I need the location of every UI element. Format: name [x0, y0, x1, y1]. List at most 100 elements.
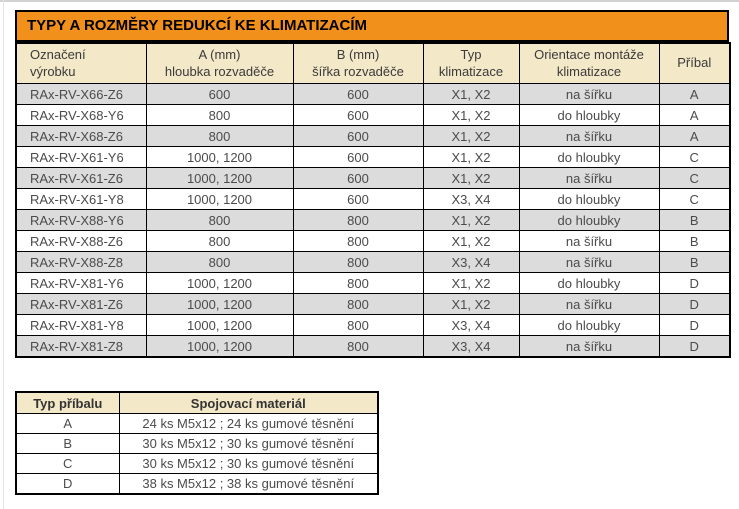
- cell: C: [658, 167, 731, 189]
- table-row: RAx-RV-X81-Z6 1000, 1200 800 X1, X2 na šířku…: [15, 293, 731, 315]
- cell: D: [15, 473, 120, 495]
- table-row: RAx-RV-X68-Y6 800 600 X1, X2 do hloubky A: [15, 104, 731, 126]
- cell: na šířku: [518, 125, 660, 147]
- cell: na šířku: [518, 335, 660, 358]
- cell: 800: [145, 209, 294, 231]
- cell: X3, X4: [422, 314, 520, 336]
- cell: 800: [292, 335, 424, 358]
- cell: X1, X2: [422, 272, 520, 294]
- cell: X1, X2: [422, 125, 520, 147]
- cell: C: [658, 188, 731, 210]
- main-table: Označení výrobku A (mm) hloubka rozvaděč…: [15, 42, 731, 358]
- table-row: RAx-RV-X66-Z6 600 600 X1, X2 na šířku A: [15, 83, 731, 105]
- cell: 1000, 1200: [145, 314, 294, 336]
- table-row: RAx-RV-X88-Y6 800 800 X1, X2 do hloubky B: [15, 209, 731, 231]
- cell: 800: [145, 125, 294, 147]
- cell: B: [15, 433, 120, 454]
- table-row: RAx-RV-X68-Z6 800 600 X1, X2 na šířku A: [15, 125, 731, 147]
- page-left-edge: [3, 0, 4, 509]
- cell: B: [658, 251, 731, 273]
- cell: X1, X2: [422, 209, 520, 231]
- cell: 800: [145, 104, 294, 126]
- accessory-table-header: Typ příbalu Spojovací materiál: [15, 391, 379, 414]
- cell: C: [658, 146, 731, 168]
- cell: 24 ks M5x12 ; 24 ks gumové těsnění: [118, 413, 379, 434]
- header-line: Označení: [30, 46, 86, 62]
- cell: 30 ks M5x12 ; 30 ks gumové těsnění: [118, 433, 379, 454]
- cell: RAx-RV-X81-Z8: [15, 335, 147, 358]
- table-row: C 30 ks M5x12 ; 30 ks gumové těsnění: [15, 453, 379, 474]
- cell: D: [658, 335, 731, 358]
- cell: D: [658, 314, 731, 336]
- cell: X1, X2: [422, 167, 520, 189]
- cell: na šířku: [518, 251, 660, 273]
- header-line: Orientace montáže: [534, 46, 644, 62]
- cell: na šířku: [518, 293, 660, 315]
- main-block: TYPY A ROZMĚRY REDUKCÍ KE KLIMATIZACÍM O…: [15, 10, 731, 358]
- table-row: RAx-RV-X81-Y6 1000, 1200 800 X1, X2 do hloub…: [15, 272, 731, 294]
- cell: RAx-RV-X81-Y8: [15, 314, 147, 336]
- cell: 30 ks M5x12 ; 30 ks gumové těsnění: [118, 453, 379, 474]
- header-pack-type: Typ příbalu: [15, 391, 120, 414]
- cell: RAx-RV-X88-Z8: [15, 251, 147, 273]
- cell: do hloubky: [518, 314, 660, 336]
- cell: B: [658, 209, 731, 231]
- cell: 600: [292, 167, 424, 189]
- cell: RAx-RV-X88-Y6: [15, 209, 147, 231]
- cell: 1000, 1200: [145, 167, 294, 189]
- header-width-b: B (mm) šířka rozvaděče: [292, 42, 424, 84]
- header-joining-material: Spojovací materiál: [118, 391, 379, 414]
- cell: do hloubky: [518, 209, 660, 231]
- cell: C: [15, 453, 120, 474]
- cell: RAx-RV-X88-Z6: [15, 230, 147, 252]
- header-depth-a: A (mm) hloubka rozvaděče: [145, 42, 294, 84]
- header-line: výrobku: [30, 63, 76, 79]
- cell: do hloubky: [518, 104, 660, 126]
- cell: do hloubky: [518, 272, 660, 294]
- cell: na šířku: [518, 230, 660, 252]
- cell: 800: [292, 251, 424, 273]
- accessory-table-body: A 24 ks M5x12 ; 24 ks gumové těsnění B 30 k…: [15, 413, 379, 495]
- cell: D: [658, 272, 731, 294]
- cell: 800: [292, 272, 424, 294]
- cell: 600: [292, 146, 424, 168]
- cell: X3, X4: [422, 188, 520, 210]
- table-row: RAx-RV-X81-Y8 1000, 1200 800 X3, X4 do hloub…: [15, 314, 731, 336]
- cell: X3, X4: [422, 335, 520, 358]
- header-mount-orientation: Orientace montáže klimatizace: [518, 42, 660, 84]
- cell: A: [15, 413, 120, 434]
- header-row: Typ příbalu Spojovací materiál: [15, 391, 379, 414]
- cell: RAx-RV-X68-Z6: [15, 125, 147, 147]
- cell: 600: [292, 104, 424, 126]
- cell: RAx-RV-X61-Y8: [15, 188, 147, 210]
- cell: na šířku: [518, 167, 660, 189]
- cell: RAx-RV-X61-Y6: [15, 146, 147, 168]
- header-accessory-pack: Příbal: [658, 42, 731, 84]
- cell: RAx-RV-X61-Z6: [15, 167, 147, 189]
- cell: 600: [292, 188, 424, 210]
- cell: X1, X2: [422, 230, 520, 252]
- table-row: RAx-RV-X61-Y6 1000, 1200 600 X1, X2 do hloub…: [15, 146, 731, 168]
- cell: A: [658, 104, 731, 126]
- header-product-designation: Označení výrobku: [15, 42, 147, 84]
- header-line: šířka rozvaděče: [312, 63, 404, 79]
- cell: X1, X2: [422, 146, 520, 168]
- cell: 1000, 1200: [145, 188, 294, 210]
- table-row: D 38 ks M5x12 ; 38 ks gumové těsnění: [15, 473, 379, 495]
- table-row: B 30 ks M5x12 ; 30 ks gumové těsnění: [15, 433, 379, 454]
- header-row: Označení výrobku A (mm) hloubka rozvaděč…: [15, 42, 731, 84]
- header-line: Typ: [460, 46, 482, 62]
- table-row: RAx-RV-X61-Z6 1000, 1200 600 X1, X2 na šířku…: [15, 167, 731, 189]
- cell: 800: [145, 230, 294, 252]
- cell: 600: [292, 83, 424, 105]
- cell: 1000, 1200: [145, 335, 294, 358]
- cell: X1, X2: [422, 83, 520, 105]
- cell: 600: [145, 83, 294, 105]
- header-ac-type: Typ klimatizace: [422, 42, 520, 84]
- cell: 600: [292, 125, 424, 147]
- cell: RAx-RV-X81-Y6: [15, 272, 147, 294]
- accessory-block: Typ příbalu Spojovací materiál A 24 ks M5…: [15, 391, 379, 495]
- header-line: klimatizace: [438, 63, 504, 79]
- cell: 800: [292, 293, 424, 315]
